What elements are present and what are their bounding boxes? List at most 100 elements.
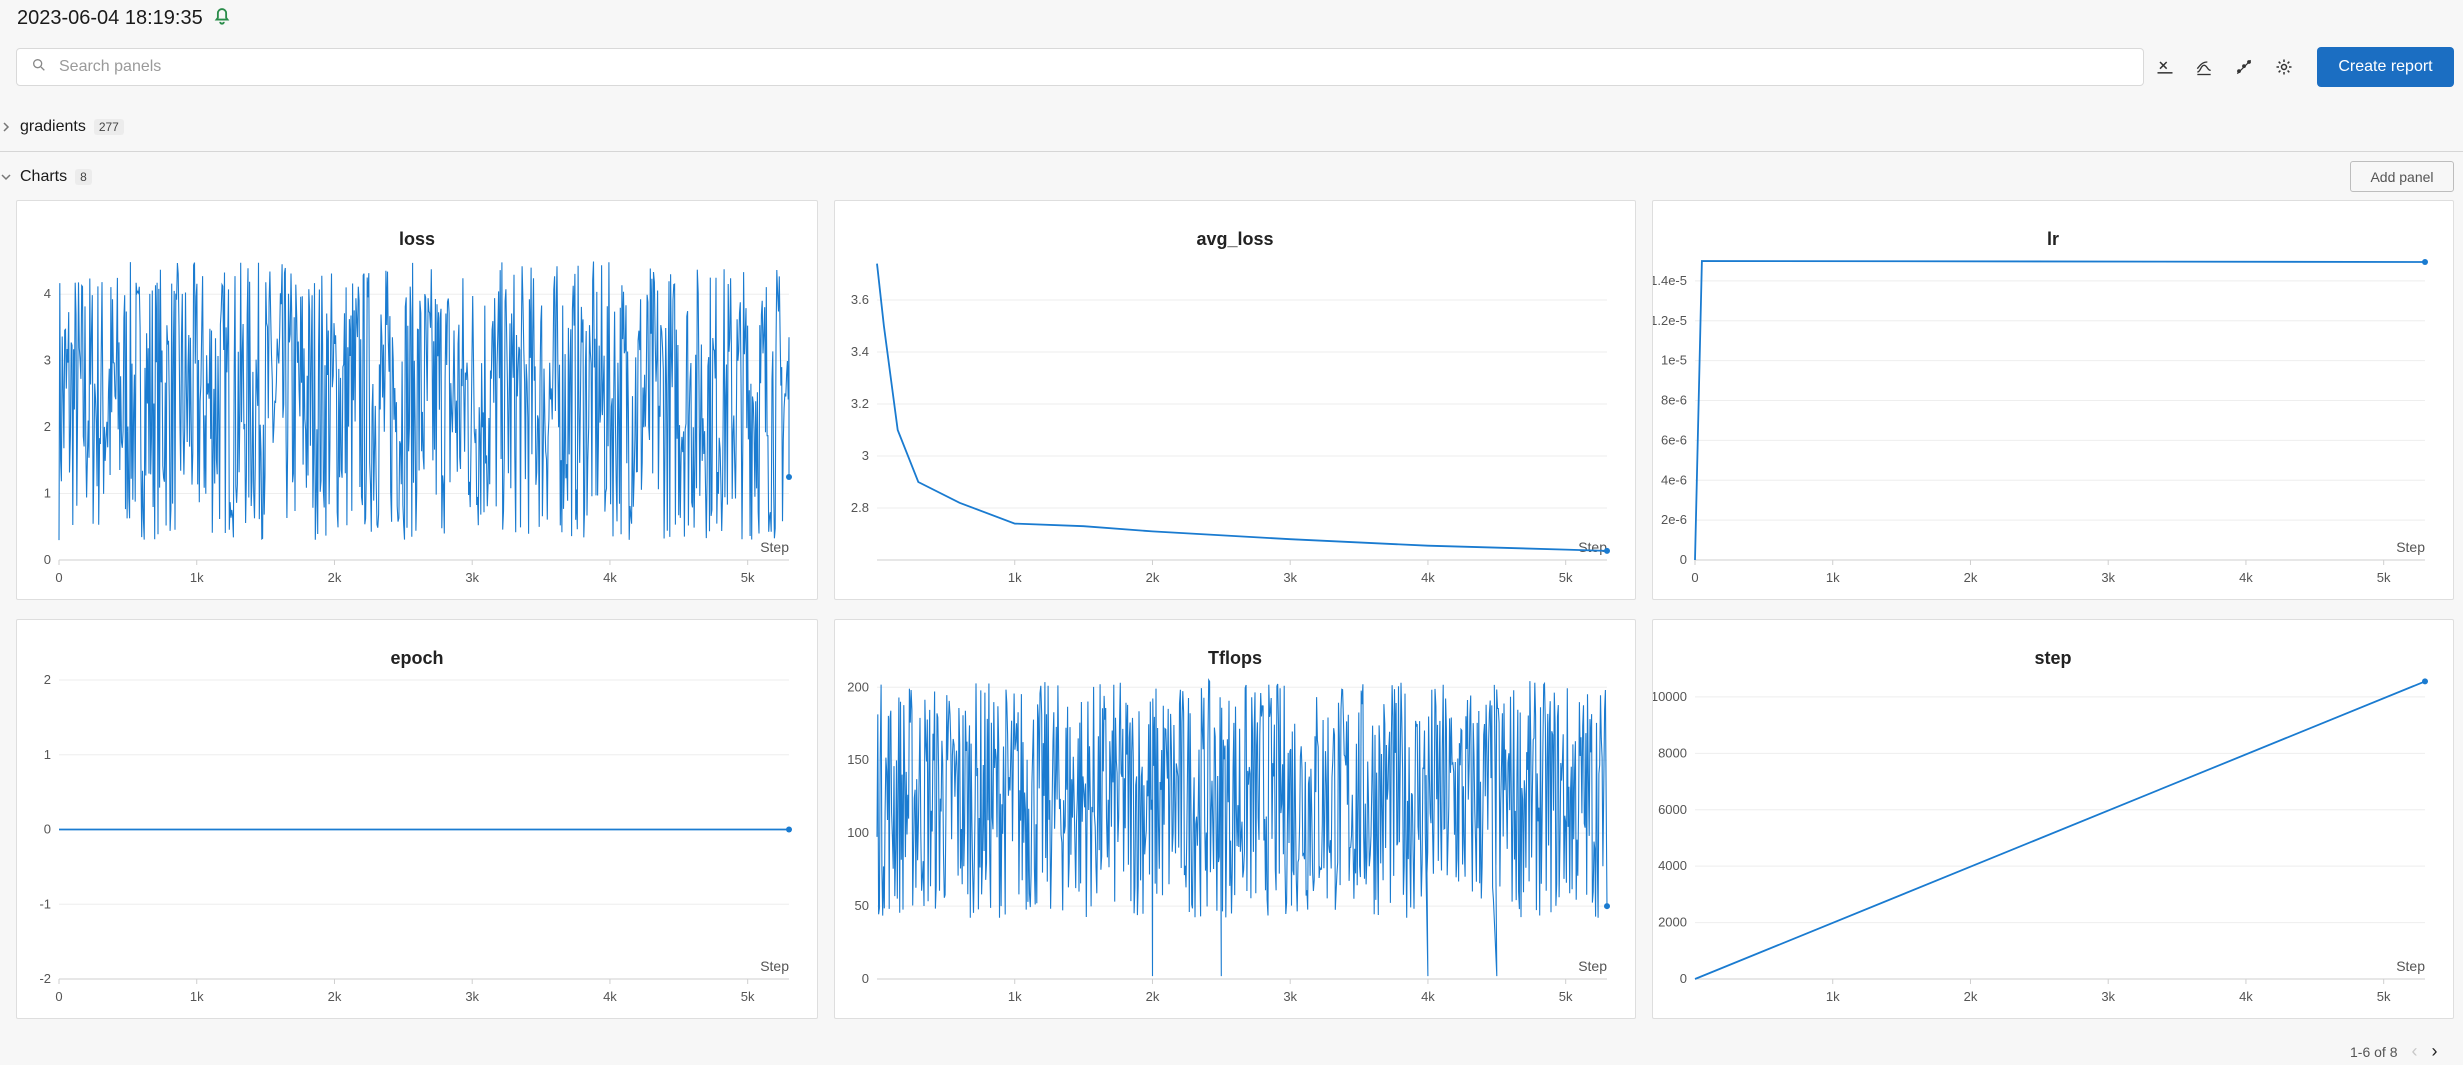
bell-icon[interactable]	[211, 4, 233, 32]
x-tick-label: 1k	[1008, 570, 1022, 585]
x-tick-label: 3k	[465, 570, 479, 585]
section-gradients[interactable]: gradients 277	[0, 118, 124, 136]
search-icon	[31, 57, 47, 78]
y-tick-label: 2000	[1658, 915, 1687, 930]
x-tick-label: 3k	[2101, 570, 2115, 585]
x-tick-label: 1k	[190, 989, 204, 1004]
x-tick-label: 1k	[1826, 570, 1840, 585]
x-tick-label: 4k	[603, 570, 617, 585]
add-panel-button[interactable]: Add panel	[2350, 161, 2454, 192]
series-line	[1694, 260, 2426, 561]
chart-panel-tflops[interactable]: Tflops 0 50 100 150 200 1k 2k 3k 4k 5k Step	[834, 619, 1636, 1019]
chart-title: lr	[2046, 229, 2059, 249]
y-tick-label: 6e-6	[1661, 432, 1687, 447]
y-tick-label: 4e-6	[1661, 472, 1687, 487]
y-tick-label: 0	[1680, 552, 1687, 567]
chart-panel-loss[interactable]: loss 0 1 2 3 4 0 1k 2k 3k 4k 5k Step	[16, 200, 818, 600]
last-point-marker	[2422, 678, 2428, 685]
y-tick-label: 200	[847, 679, 869, 694]
x-tick-label: 2k	[1146, 570, 1160, 585]
last-point-marker	[2422, 258, 2428, 265]
section-gradients-count: 277	[93, 119, 124, 135]
x-axis-title: Step	[1578, 539, 1607, 555]
last-point-marker	[1604, 903, 1610, 910]
section-charts-count: 8	[75, 169, 92, 185]
y-tick-label: -2	[39, 971, 51, 986]
y-tick-label: 50	[855, 898, 869, 913]
series-line	[876, 678, 1608, 977]
chart-title: Tflops	[1208, 648, 1262, 668]
x-tick-label: 4k	[2239, 989, 2253, 1004]
chart-plot: 0 2000 4000 6000 8000 10000 1k 2k 3k 4k 5k Step	[1653, 678, 2428, 1004]
series-line	[1694, 680, 2426, 980]
prev-page-icon[interactable]: ‹	[2411, 1041, 2418, 1061]
y-tick-label: 0	[1680, 971, 1687, 986]
create-report-button[interactable]: Create report	[2317, 47, 2454, 87]
pagination-label: 1-6 of 8	[2350, 1043, 2398, 1060]
x-tick-label: 2k	[1964, 989, 1978, 1004]
last-point-marker	[1604, 547, 1610, 554]
x-tick-label: 0	[55, 989, 62, 1004]
chart-title: avg_loss	[1196, 229, 1274, 249]
x-axis-icon[interactable]	[2152, 54, 2178, 80]
x-tick-label: 4k	[1421, 570, 1435, 585]
y-tick-label: 1	[44, 486, 51, 501]
chart-title: step	[2034, 648, 2072, 668]
x-axis-title: Step	[760, 539, 789, 555]
x-tick-label: 4k	[2239, 570, 2253, 585]
y-tick-label: 3	[44, 353, 51, 368]
y-tick-label: 3.4	[851, 344, 869, 359]
y-tick-label: 100	[847, 825, 869, 840]
chart-panel-avg-loss[interactable]: avg_loss 2.8 3 3.2 3.4 3.6 1k 2k 3k 4k 5k Step	[834, 200, 1636, 600]
pagination: 1-6 of 8 ‹ ›	[2350, 1041, 2437, 1062]
x-tick-label: 1k	[1826, 989, 1840, 1004]
y-tick-label: 150	[847, 752, 869, 767]
x-tick-label: 3k	[2101, 989, 2115, 1004]
x-tick-label: 5k	[2377, 570, 2391, 585]
y-tick-label: 1.2e-5	[1653, 313, 1687, 328]
y-tick-label: 0	[44, 552, 51, 567]
x-tick-label: 2k	[328, 570, 342, 585]
gear-icon[interactable]	[2271, 54, 2297, 80]
y-tick-label: 2	[44, 672, 51, 687]
section-divider	[0, 151, 2463, 152]
chart-panel-lr[interactable]: lr 0 2e-6 4e-6 6e-6 8e-6 1e-5 1.2e-5 1.4e-5 0 1k 2…	[1652, 200, 2454, 600]
series-line	[58, 261, 790, 541]
smoothing-icon[interactable]	[2191, 54, 2217, 80]
section-gradients-label: gradients	[20, 118, 86, 135]
section-charts-label: Charts	[20, 168, 68, 185]
x-tick-label: 3k	[1283, 989, 1297, 1004]
x-tick-label: 3k	[465, 989, 479, 1004]
x-tick-label: 5k	[1559, 570, 1573, 585]
chart-panel-step[interactable]: step 0 2000 4000 6000 8000 10000 1k 2k 3k 4k 5k Ste…	[1652, 619, 2454, 1019]
y-tick-label: 2e-6	[1661, 512, 1687, 527]
chevron-down-icon	[1, 174, 11, 181]
search-panels[interactable]	[16, 48, 2144, 86]
y-tick-label: 2.8	[851, 500, 869, 515]
x-tick-label: 5k	[2377, 989, 2391, 1004]
x-tick-label: 4k	[1421, 989, 1435, 1004]
y-tick-label: 3.2	[851, 396, 869, 411]
y-tick-label: 0	[44, 822, 51, 837]
y-tick-label: 4000	[1658, 858, 1687, 873]
section-charts[interactable]: Charts 8	[0, 168, 92, 186]
y-tick-label: 1	[44, 747, 51, 762]
outlier-icon[interactable]	[2231, 54, 2257, 80]
timestamp-text: 2023-06-04 18:19:35	[17, 6, 203, 29]
chart-title: loss	[398, 229, 436, 249]
chart-panel-epoch[interactable]: epoch -2 -1 0 1 2 0 1k 2k 3k 4k 5k Step	[16, 619, 818, 1019]
x-tick-label: 4k	[603, 989, 617, 1004]
chart-plot: -2 -1 0 1 2 0 1k 2k 3k 4k 5k Step	[39, 672, 792, 1004]
x-axis-title: Step	[760, 958, 789, 974]
y-tick-label: 4	[44, 286, 51, 301]
x-tick-label: 2k	[328, 989, 342, 1004]
y-tick-label: 8e-6	[1661, 393, 1687, 408]
chart-title: epoch	[390, 648, 444, 668]
y-tick-label: 1.4e-5	[1653, 273, 1687, 288]
next-page-icon[interactable]: ›	[2431, 1041, 2438, 1061]
y-tick-label: 3	[862, 448, 869, 463]
search-input[interactable]	[59, 58, 2143, 76]
y-tick-label: 2	[44, 419, 51, 434]
y-tick-label: 1e-5	[1661, 353, 1687, 368]
last-point-marker	[786, 473, 792, 480]
